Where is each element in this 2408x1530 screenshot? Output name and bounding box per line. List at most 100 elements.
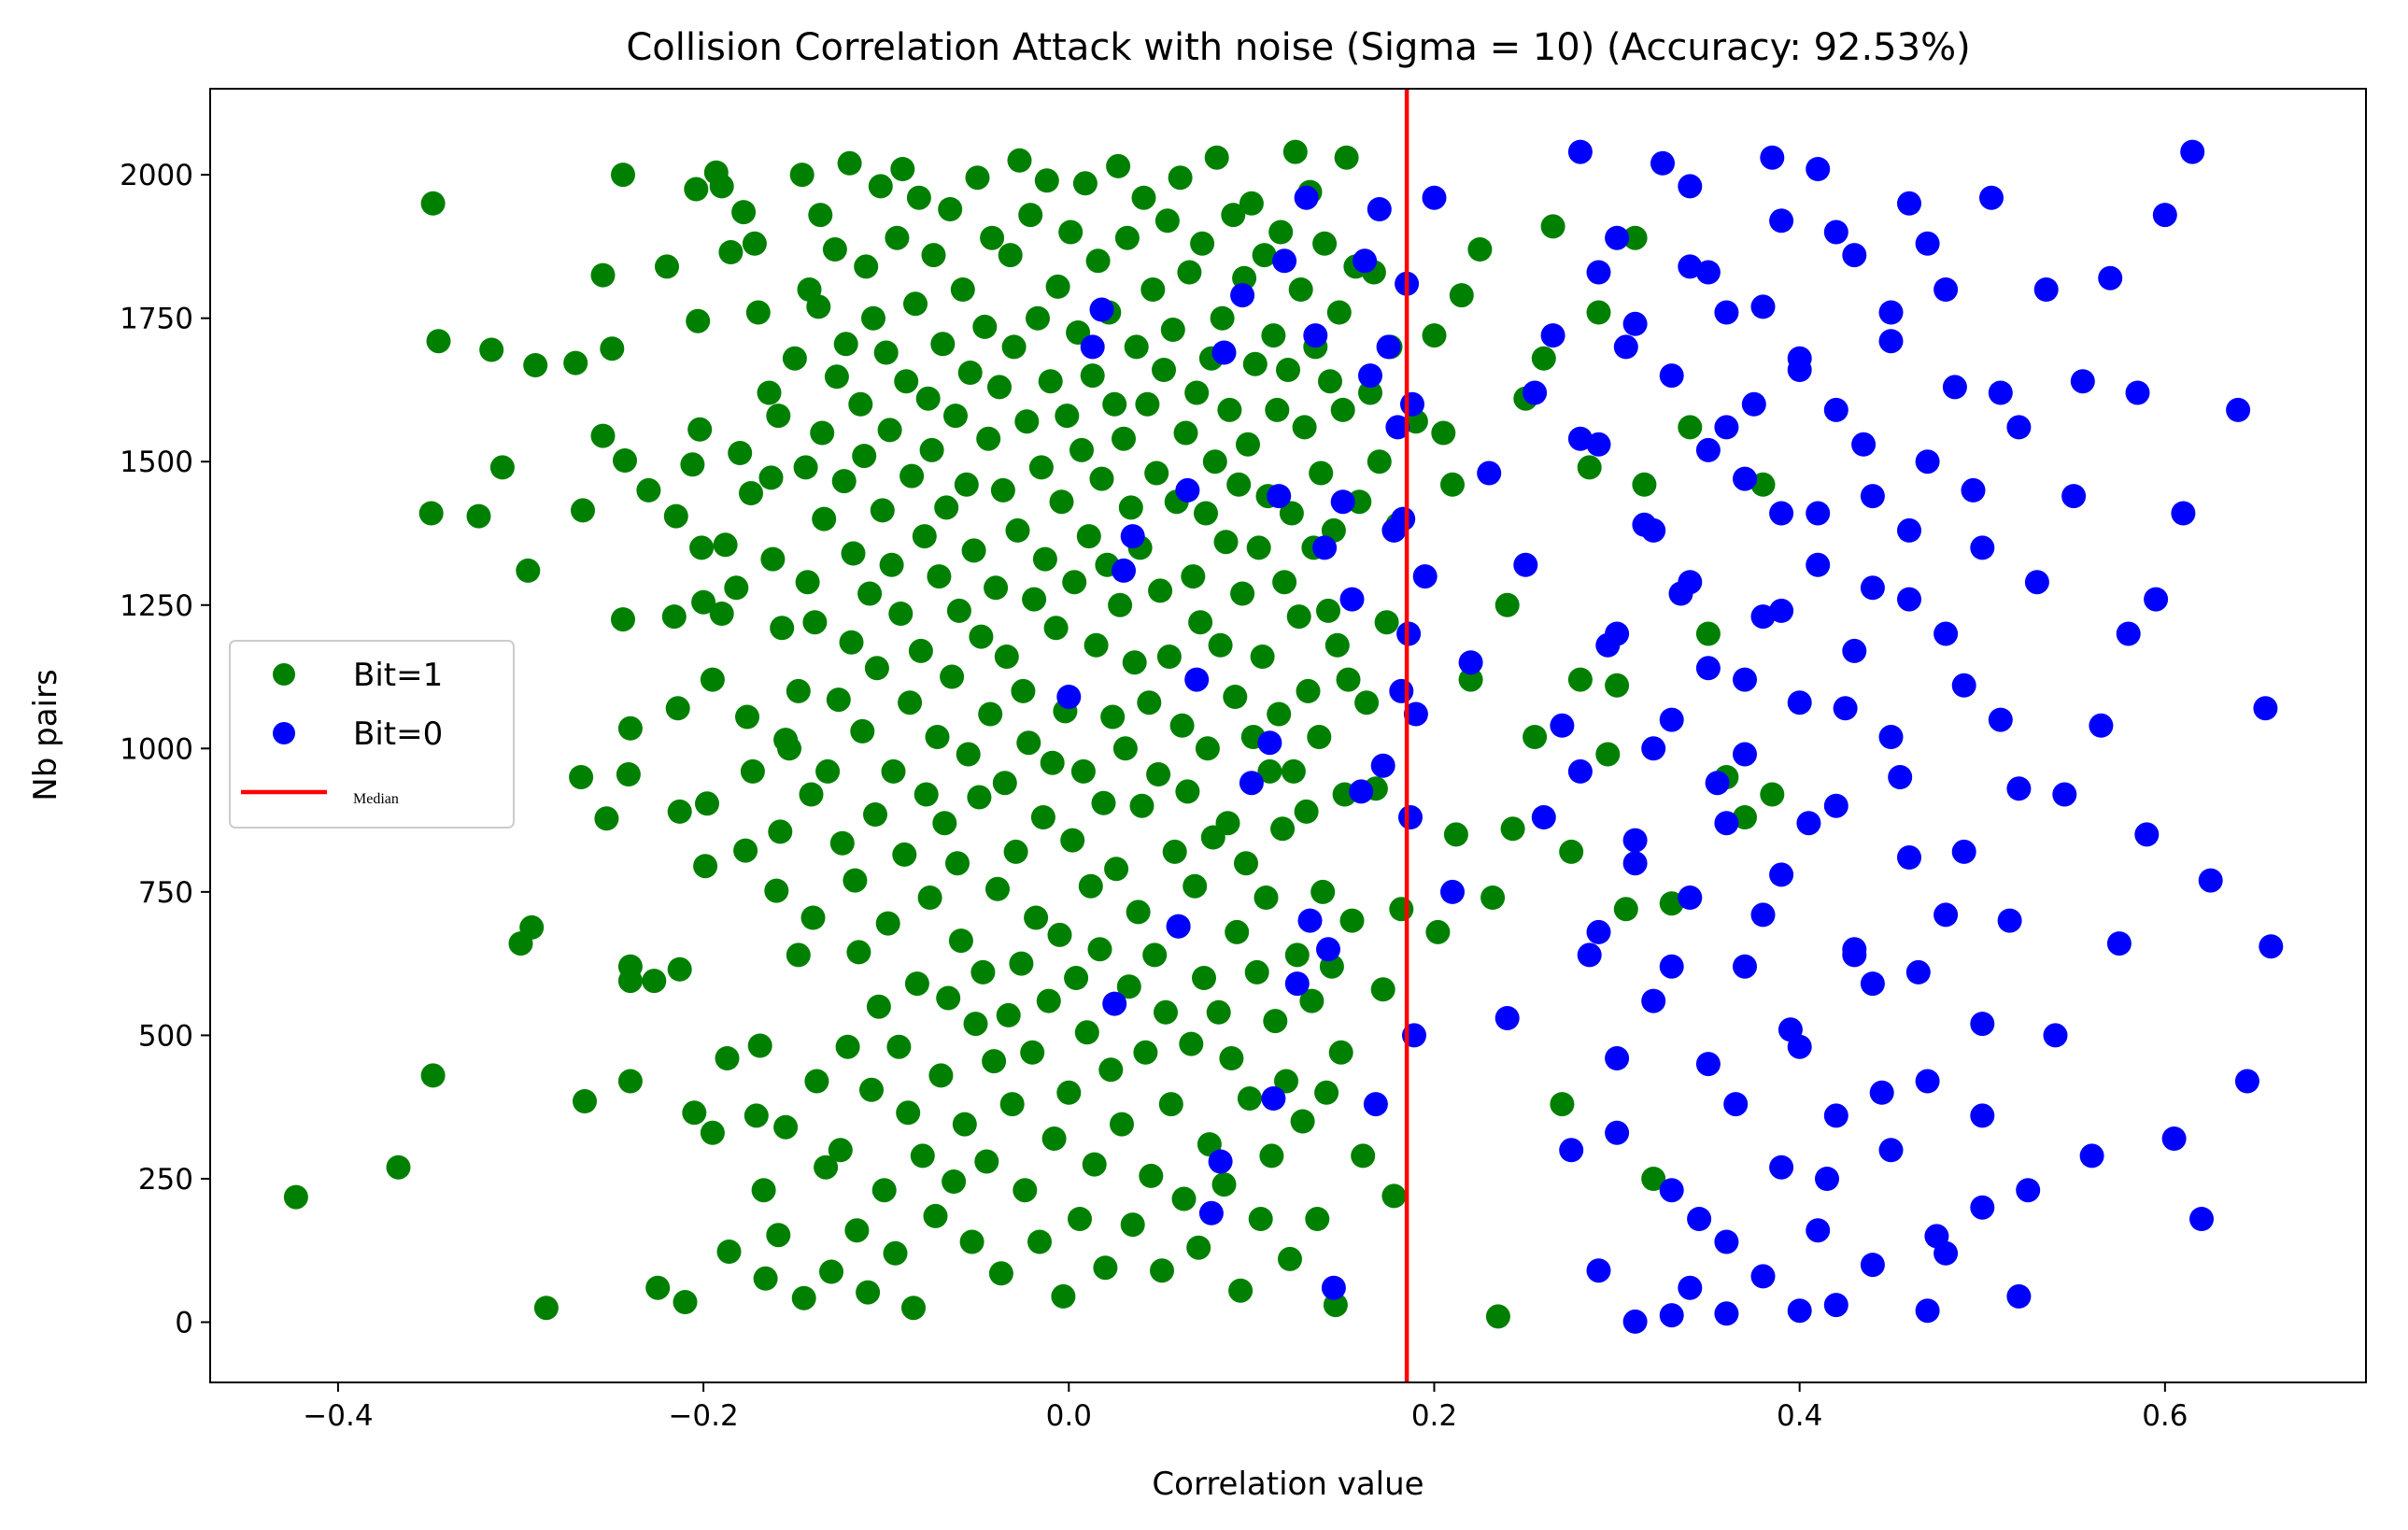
point-bit1-377	[1326, 300, 1352, 325]
point-bit1-100	[819, 1259, 843, 1284]
point-bit1-19	[590, 423, 616, 448]
point-bit1-409	[1494, 592, 1520, 617]
point-bit1-81	[777, 736, 801, 761]
point-bit1-53	[709, 602, 734, 626]
point-bit1-366	[1307, 725, 1332, 749]
point-bit0-129	[2259, 934, 2284, 959]
y-tick-label-8: 2000	[120, 159, 193, 192]
point-bit1-169	[946, 598, 971, 623]
point-bit0-156	[1733, 954, 1757, 979]
point-bit1-46	[691, 589, 716, 615]
point-bit1-112	[843, 868, 868, 893]
point-bit1-238	[1072, 171, 1098, 196]
point-bit1-220	[1040, 750, 1065, 775]
point-bit1-339	[1257, 758, 1282, 784]
point-bit1-158	[927, 564, 952, 589]
point-bit0-131	[1659, 1303, 1684, 1328]
point-bit1-56	[716, 1240, 742, 1264]
point-bit0-30	[1363, 1092, 1388, 1117]
point-bit1-362	[1299, 988, 1324, 1013]
point-bit1-428	[1695, 621, 1721, 646]
point-bit0-187	[1714, 415, 1739, 440]
point-bit1-187	[980, 225, 1005, 250]
point-bit1-388	[1358, 380, 1382, 405]
point-bit0-15	[1261, 1086, 1286, 1111]
point-bit1-98	[814, 1155, 839, 1180]
point-bit1-311	[1206, 999, 1231, 1025]
point-bit0-102	[1988, 707, 2013, 732]
point-bit0-0	[1056, 685, 1082, 709]
point-bit1-346	[1270, 816, 1296, 842]
point-bit1-335	[1250, 645, 1275, 669]
point-bit0-116	[2116, 621, 2141, 646]
point-bit1-47	[693, 854, 718, 879]
point-bit1-272	[1135, 391, 1160, 417]
point-bit1-87	[793, 455, 818, 480]
point-bit1-113	[844, 1218, 870, 1243]
point-bit0-26	[1339, 587, 1365, 612]
point-bit1-368	[1310, 879, 1336, 904]
point-bit1-285	[1158, 1092, 1183, 1117]
point-bit0-71	[1705, 771, 1730, 796]
point-bit1-70	[753, 1266, 778, 1291]
point-bit1-309	[1202, 449, 1227, 475]
point-bit1-133	[881, 758, 906, 784]
point-bit1-141	[896, 1100, 921, 1126]
point-bit1-249	[1093, 1255, 1118, 1281]
point-bit1-108	[835, 1034, 860, 1059]
point-bit1-71	[757, 380, 782, 405]
point-bit0-89	[1869, 1080, 1894, 1105]
point-bit1-400	[1425, 919, 1451, 944]
point-bit0-58	[1586, 260, 1611, 285]
point-bit0-21	[1303, 323, 1328, 348]
point-bit1-265	[1122, 650, 1147, 675]
point-bit1-30	[636, 477, 661, 503]
point-bit1-305	[1195, 736, 1220, 761]
point-bit1-281	[1152, 358, 1176, 382]
point-bit0-143	[1806, 1218, 1831, 1243]
point-bit1-331	[1242, 351, 1268, 376]
point-bit1-324	[1230, 581, 1255, 606]
plot-area-frame	[209, 88, 2367, 1383]
point-bit1-201	[1005, 517, 1030, 543]
point-bit1-153	[917, 885, 942, 910]
chart-title: Collision Correlation Attack with noise …	[626, 26, 1970, 69]
point-bit1-391	[1367, 449, 1392, 475]
point-bit1-296	[1179, 1031, 1204, 1056]
point-bit1-16	[569, 765, 594, 789]
point-bit1-404	[1449, 283, 1474, 308]
point-bit1-176	[959, 1229, 984, 1254]
point-bit0-51	[1523, 380, 1548, 405]
point-bit1-340	[1259, 1143, 1284, 1169]
point-bit1-336	[1252, 243, 1277, 268]
point-bit1-37	[667, 799, 692, 824]
point-bit0-105	[2016, 1178, 2041, 1203]
point-bit0-175	[1605, 621, 1630, 646]
point-bit0-166	[2006, 776, 2032, 801]
y-axis-ticks: 0 250 500 750 1000 1250 1500 1750 2000	[120, 159, 210, 1340]
point-bit1-282	[1154, 999, 1178, 1025]
point-bit0-52	[1531, 805, 1556, 829]
point-bit1-69	[751, 1178, 776, 1203]
point-bit0-202	[1806, 157, 1831, 181]
point-bit1-188	[982, 1049, 1007, 1074]
point-bit0-136	[2006, 1283, 2032, 1309]
point-bit1-43	[686, 308, 711, 333]
point-bit1-343	[1265, 397, 1290, 422]
point-bit1-72	[758, 465, 784, 490]
point-bit1-298	[1183, 873, 1208, 899]
point-bit1-142	[898, 690, 923, 715]
point-bit1-167	[943, 404, 968, 429]
point-bit0-161	[1769, 862, 1794, 887]
point-bit1-355	[1286, 604, 1311, 630]
point-bit1-294	[1175, 779, 1200, 804]
point-bit1-161	[932, 811, 957, 836]
point-bit0-119	[2144, 587, 2169, 612]
legend-frame	[229, 640, 515, 829]
point-bit1-278	[1146, 762, 1171, 786]
point-bit1-83	[786, 678, 811, 703]
point-bit1-80	[773, 1114, 799, 1140]
point-bit1-179	[965, 165, 990, 191]
point-bit1-93	[804, 1069, 829, 1094]
point-bit1-215	[1030, 805, 1055, 829]
